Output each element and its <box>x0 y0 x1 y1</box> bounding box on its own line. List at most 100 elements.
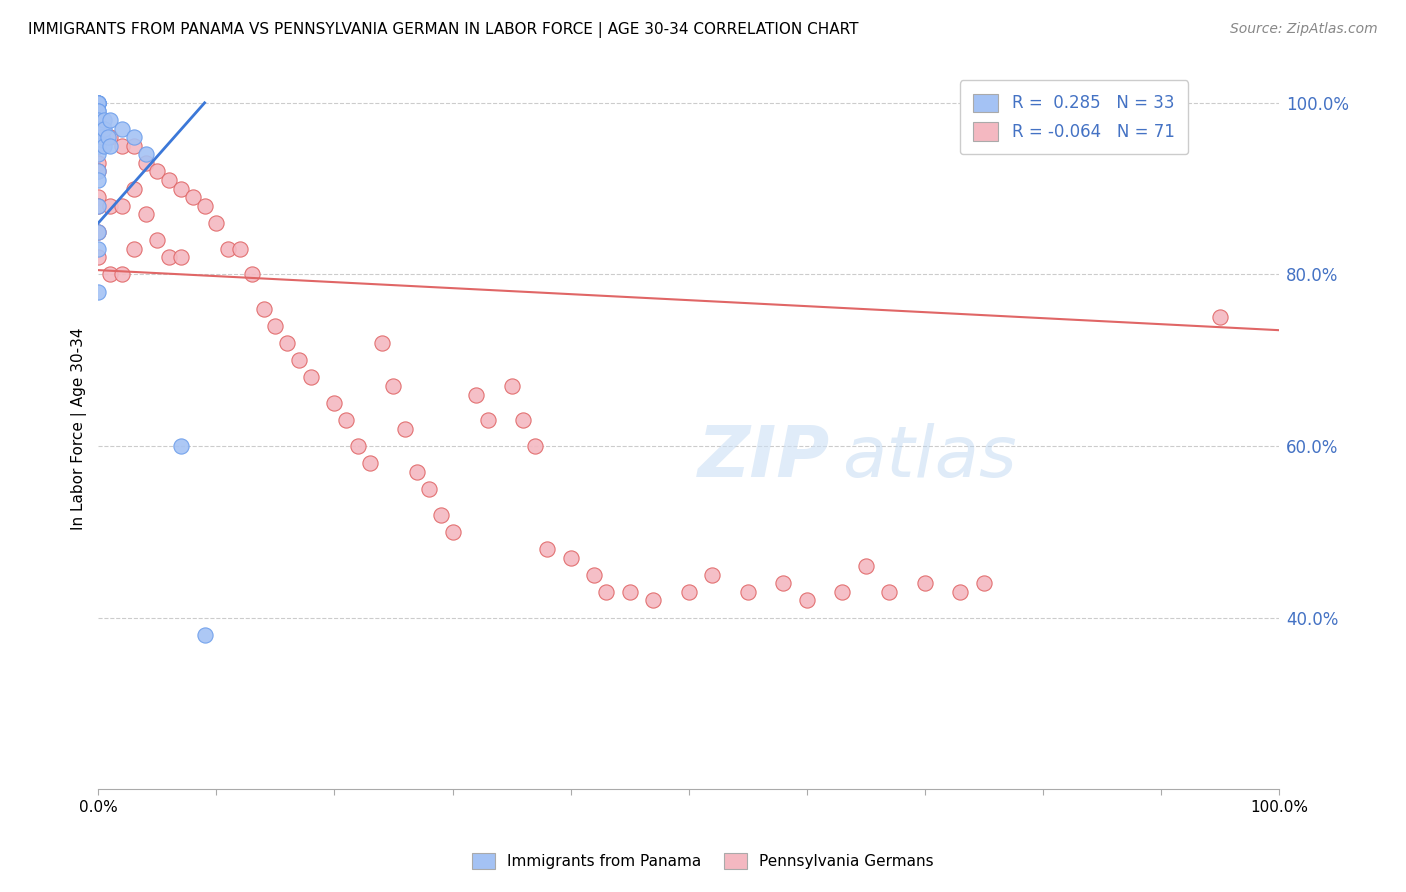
Point <box>122 138 145 153</box>
Point <box>87 95 110 110</box>
Point <box>973 576 995 591</box>
Point <box>98 130 121 145</box>
Point <box>122 181 145 195</box>
Point <box>949 584 972 599</box>
Point <box>501 379 523 393</box>
Point <box>512 413 534 427</box>
Point <box>87 130 110 145</box>
Point <box>135 147 157 161</box>
Point <box>643 593 665 607</box>
Point <box>87 199 110 213</box>
Point <box>181 190 204 204</box>
Point <box>87 138 110 153</box>
Point <box>87 225 110 239</box>
Point <box>122 242 145 256</box>
Point <box>737 584 759 599</box>
Point <box>87 199 110 213</box>
Point <box>205 216 228 230</box>
Point <box>93 113 115 128</box>
Point <box>111 199 134 213</box>
Point <box>87 138 110 153</box>
Point <box>194 199 217 213</box>
Point <box>831 584 853 599</box>
Point <box>98 268 121 282</box>
Y-axis label: In Labor Force | Age 30-34: In Labor Force | Age 30-34 <box>72 327 87 530</box>
Point <box>93 138 115 153</box>
Point <box>264 318 287 333</box>
Point <box>87 130 110 145</box>
Point <box>146 164 169 178</box>
Point <box>335 413 357 427</box>
Text: IMMIGRANTS FROM PANAMA VS PENNSYLVANIA GERMAN IN LABOR FORCE | AGE 30-34 CORRELA: IMMIGRANTS FROM PANAMA VS PENNSYLVANIA G… <box>28 22 859 38</box>
Point <box>98 138 121 153</box>
Point <box>87 104 110 119</box>
Point <box>536 541 558 556</box>
Point <box>93 121 115 136</box>
Text: ZIP: ZIP <box>697 423 831 492</box>
Point <box>87 285 110 299</box>
Point <box>90 121 112 136</box>
Point <box>619 584 641 599</box>
Point <box>524 439 547 453</box>
Point <box>146 233 169 247</box>
Point <box>252 301 274 316</box>
Point <box>87 95 110 110</box>
Point <box>1209 310 1232 325</box>
Point <box>583 567 606 582</box>
Point <box>135 156 157 170</box>
Point <box>87 250 110 264</box>
Point <box>772 576 794 591</box>
Point <box>170 439 193 453</box>
Point <box>87 156 110 170</box>
Point <box>97 130 120 145</box>
Point <box>135 207 157 221</box>
Point <box>170 181 193 195</box>
Point <box>418 482 440 496</box>
Point <box>702 567 724 582</box>
Point <box>240 268 263 282</box>
Point <box>406 465 429 479</box>
Point <box>98 199 121 213</box>
Point <box>560 550 582 565</box>
Legend: Immigrants from Panama, Pennsylvania Germans: Immigrants from Panama, Pennsylvania Ger… <box>465 847 941 875</box>
Point <box>465 387 488 401</box>
Point <box>87 104 110 119</box>
Point <box>394 422 416 436</box>
Point <box>98 113 121 128</box>
Point <box>87 121 110 136</box>
Point <box>323 396 346 410</box>
Point <box>157 173 180 187</box>
Point <box>879 584 901 599</box>
Point <box>87 138 110 153</box>
Point <box>87 147 110 161</box>
Point <box>157 250 180 264</box>
Point <box>111 268 134 282</box>
Text: Source: ZipAtlas.com: Source: ZipAtlas.com <box>1230 22 1378 37</box>
Point <box>170 250 193 264</box>
Point <box>87 130 110 145</box>
Point <box>477 413 499 427</box>
Point <box>382 379 405 393</box>
Point <box>855 559 877 574</box>
Point <box>429 508 451 522</box>
Point <box>111 121 134 136</box>
Point <box>276 336 298 351</box>
Point <box>87 242 110 256</box>
Point <box>217 242 239 256</box>
Legend: R =  0.285   N = 33, R = -0.064   N = 71: R = 0.285 N = 33, R = -0.064 N = 71 <box>960 80 1188 154</box>
Point <box>90 130 112 145</box>
Point <box>87 173 110 187</box>
Point <box>122 130 145 145</box>
Point <box>678 584 700 599</box>
Point <box>441 524 464 539</box>
Point <box>347 439 370 453</box>
Point <box>370 336 392 351</box>
Point <box>87 164 110 178</box>
Text: atlas: atlas <box>842 423 1017 492</box>
Point <box>194 628 217 642</box>
Point <box>229 242 252 256</box>
Point <box>87 121 110 136</box>
Point <box>87 190 110 204</box>
Point <box>299 370 322 384</box>
Point <box>87 113 110 128</box>
